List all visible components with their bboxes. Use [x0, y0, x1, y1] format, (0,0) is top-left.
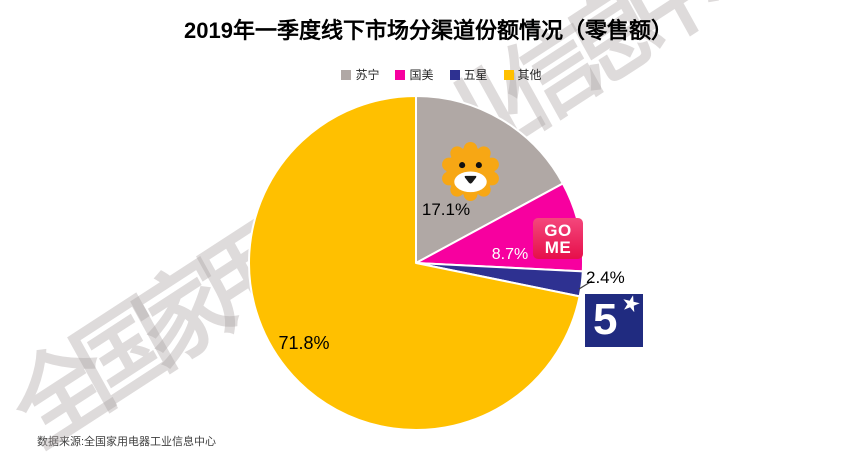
chart-legend: 苏宁 国美 五星 其他 [26, 66, 857, 83]
five-star-digit: 5 [593, 295, 618, 344]
legend-item-4: 其他 [503, 66, 542, 83]
lion-eye-right [475, 162, 482, 169]
gome-logo-line1: GO [544, 220, 572, 240]
slice-label-fivestar: 2.4% [586, 268, 625, 287]
slice-label-suning: 17.1% [421, 200, 471, 219]
chart-title: 2019年一季度线下市场分渠道份额情况（零售额） [184, 18, 673, 43]
legend-item-2: 国美 [395, 66, 434, 83]
five-star-logo: 5 ★ [585, 289, 644, 347]
lion-nose [464, 175, 477, 184]
pie-chart [248, 95, 593, 431]
legend-label-2: 国美 [409, 68, 434, 82]
legend-label-4: 其他 [517, 68, 542, 82]
gome-logo-line2: ME [544, 237, 572, 257]
leader-line-fivestar [578, 280, 593, 290]
legend-swatch-3 [449, 69, 460, 80]
pie-slice-4 [248, 95, 581, 431]
gome-logo: GO ME [533, 218, 583, 259]
star-icon: ★ [618, 288, 644, 319]
legend-swatch-2 [395, 69, 406, 80]
legend-label-3: 五星 [463, 68, 488, 82]
legend-item-3: 五星 [449, 66, 488, 83]
legend-swatch-1 [341, 69, 352, 80]
legend-swatch-4 [503, 69, 514, 80]
legend-label-1: 苏宁 [355, 68, 380, 82]
suning-lion-logo [442, 142, 499, 201]
slice-label-other: 71.8% [278, 333, 330, 353]
slice-label-gome: 8.7% [491, 246, 529, 263]
legend-item-1: 苏宁 [341, 66, 379, 83]
lion-eye-left [459, 162, 466, 169]
pie-slices [248, 95, 584, 431]
source-note: 数据来源:全国家用电器工业信息中心 [37, 436, 217, 448]
